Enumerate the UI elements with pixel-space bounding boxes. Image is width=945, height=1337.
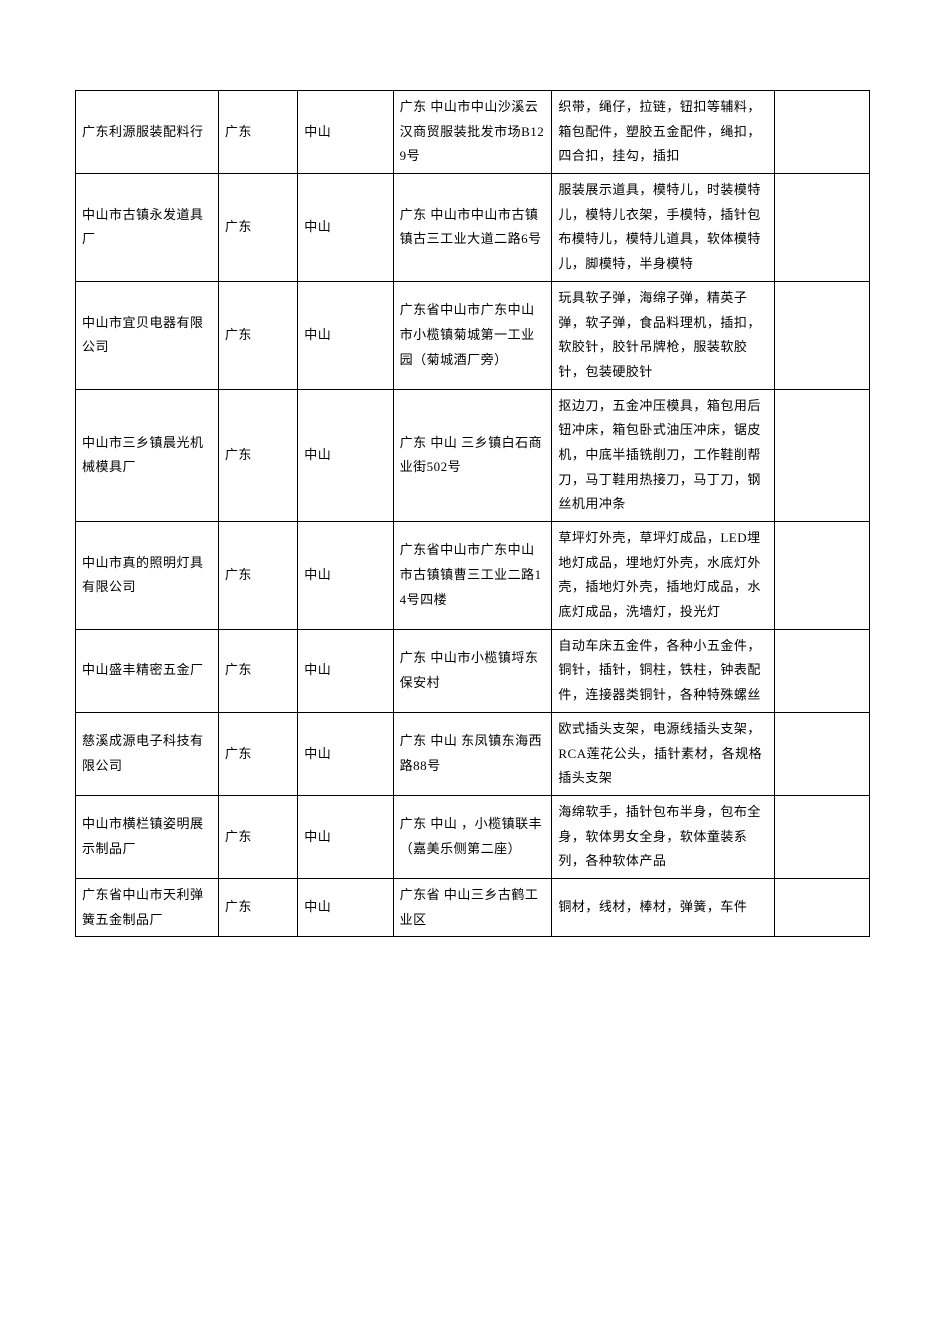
- cell-company: 中山市古镇永发道具厂: [76, 174, 219, 282]
- table-row: 中山市三乡镇晨光机械模具厂 广东 中山 广东 中山 三乡镇白石商业街502号 抠…: [76, 389, 870, 521]
- cell-province: 广东: [218, 878, 297, 936]
- cell-empty: [774, 878, 869, 936]
- cell-products: 海绵软手，插针包布半身，包布全身，软体男女全身，软体童装系列，各种软体产品: [552, 795, 774, 878]
- cell-province: 广东: [218, 174, 297, 282]
- cell-products: 草坪灯外壳，草坪灯成品，LED埋地灯成品，埋地灯外壳，水底灯外壳，插地灯外壳，插…: [552, 522, 774, 630]
- cell-province: 广东: [218, 91, 297, 174]
- cell-city: 中山: [298, 91, 393, 174]
- cell-empty: [774, 522, 869, 630]
- cell-city: 中山: [298, 629, 393, 712]
- cell-company: 中山盛丰精密五金厂: [76, 629, 219, 712]
- table-row: 中山市真的照明灯具有限公司 广东 中山 广东省中山市广东中山市古镇镇曹三工业二路…: [76, 522, 870, 630]
- cell-products: 抠边刀，五金冲压模具，箱包用后钮冲床，箱包卧式油压冲床，锯皮机，中底半插铣削刀，…: [552, 389, 774, 521]
- table-body: 广东利源服装配料行 广东 中山 广东 中山市中山沙溪云汉商贸服装批发市场B129…: [76, 91, 870, 937]
- cell-city: 中山: [298, 795, 393, 878]
- cell-city: 中山: [298, 174, 393, 282]
- cell-address: 广东 中山市中山沙溪云汉商贸服装批发市场B129号: [393, 91, 552, 174]
- cell-empty: [774, 91, 869, 174]
- cell-address: 广东 中山 ，小榄镇联丰（嘉美乐侧第二座）: [393, 795, 552, 878]
- cell-company: 广东利源服装配料行: [76, 91, 219, 174]
- cell-company: 中山市真的照明灯具有限公司: [76, 522, 219, 630]
- cell-products: 自动车床五金件，各种小五金件，铜针，插针，铜柱，铁柱，钟表配件，连接器类铜针，各…: [552, 629, 774, 712]
- cell-empty: [774, 795, 869, 878]
- cell-empty: [774, 281, 869, 389]
- cell-city: 中山: [298, 878, 393, 936]
- cell-address: 广东省中山市广东中山市小榄镇菊城第一工业园（菊城酒厂旁）: [393, 281, 552, 389]
- table-row: 中山市宜贝电器有限公司 广东 中山 广东省中山市广东中山市小榄镇菊城第一工业园（…: [76, 281, 870, 389]
- cell-products: 欧式插头支架，电源线插头支架，RCA莲花公头，插针素材，各规格插头支架: [552, 712, 774, 795]
- table-row: 广东省中山市天利弹簧五金制品厂 广东 中山 广东省 中山三乡古鹤工业区 铜材，线…: [76, 878, 870, 936]
- cell-city: 中山: [298, 389, 393, 521]
- cell-products: 玩具软子弹，海绵子弹，精英子弹，软子弹，食品料理机，插扣，软胶针，胶针吊牌枪，服…: [552, 281, 774, 389]
- cell-address: 广东 中山市小榄镇埒东保安村: [393, 629, 552, 712]
- table-row: 广东利源服装配料行 广东 中山 广东 中山市中山沙溪云汉商贸服装批发市场B129…: [76, 91, 870, 174]
- table-row: 慈溪成源电子科技有限公司 广东 中山 广东 中山 东凤镇东海西路88号 欧式插头…: [76, 712, 870, 795]
- cell-empty: [774, 174, 869, 282]
- cell-company: 广东省中山市天利弹簧五金制品厂: [76, 878, 219, 936]
- cell-province: 广东: [218, 795, 297, 878]
- cell-city: 中山: [298, 522, 393, 630]
- cell-company: 中山市横栏镇姿明展示制品厂: [76, 795, 219, 878]
- cell-province: 广东: [218, 281, 297, 389]
- cell-province: 广东: [218, 389, 297, 521]
- cell-products: 铜材，线材，棒材，弹簧，车件: [552, 878, 774, 936]
- cell-address: 广东 中山 东凤镇东海西路88号: [393, 712, 552, 795]
- cell-province: 广东: [218, 712, 297, 795]
- cell-city: 中山: [298, 712, 393, 795]
- cell-company: 中山市宜贝电器有限公司: [76, 281, 219, 389]
- table-row: 中山市横栏镇姿明展示制品厂 广东 中山 广东 中山 ，小榄镇联丰（嘉美乐侧第二座…: [76, 795, 870, 878]
- cell-empty: [774, 629, 869, 712]
- cell-province: 广东: [218, 522, 297, 630]
- cell-address: 广东 中山 三乡镇白石商业街502号: [393, 389, 552, 521]
- cell-address: 广东省中山市广东中山市古镇镇曹三工业二路14号四楼: [393, 522, 552, 630]
- table-row: 中山盛丰精密五金厂 广东 中山 广东 中山市小榄镇埒东保安村 自动车床五金件，各…: [76, 629, 870, 712]
- cell-province: 广东: [218, 629, 297, 712]
- cell-empty: [774, 712, 869, 795]
- cell-company: 中山市三乡镇晨光机械模具厂: [76, 389, 219, 521]
- cell-products: 织带，绳仔，拉链，钮扣等辅料，箱包配件，塑胶五金配件，绳扣，四合扣，挂勾，插扣: [552, 91, 774, 174]
- cell-products: 服装展示道具，模特儿，时装模特儿，模特儿衣架，手模特，插针包布模特儿，模特儿道具…: [552, 174, 774, 282]
- cell-address: 广东省 中山三乡古鹤工业区: [393, 878, 552, 936]
- cell-company: 慈溪成源电子科技有限公司: [76, 712, 219, 795]
- table-row: 中山市古镇永发道具厂 广东 中山 广东 中山市中山市古镇镇古三工业大道二路6号 …: [76, 174, 870, 282]
- cell-address: 广东 中山市中山市古镇镇古三工业大道二路6号: [393, 174, 552, 282]
- company-listing-table: 广东利源服装配料行 广东 中山 广东 中山市中山沙溪云汉商贸服装批发市场B129…: [75, 90, 870, 937]
- cell-city: 中山: [298, 281, 393, 389]
- cell-empty: [774, 389, 869, 521]
